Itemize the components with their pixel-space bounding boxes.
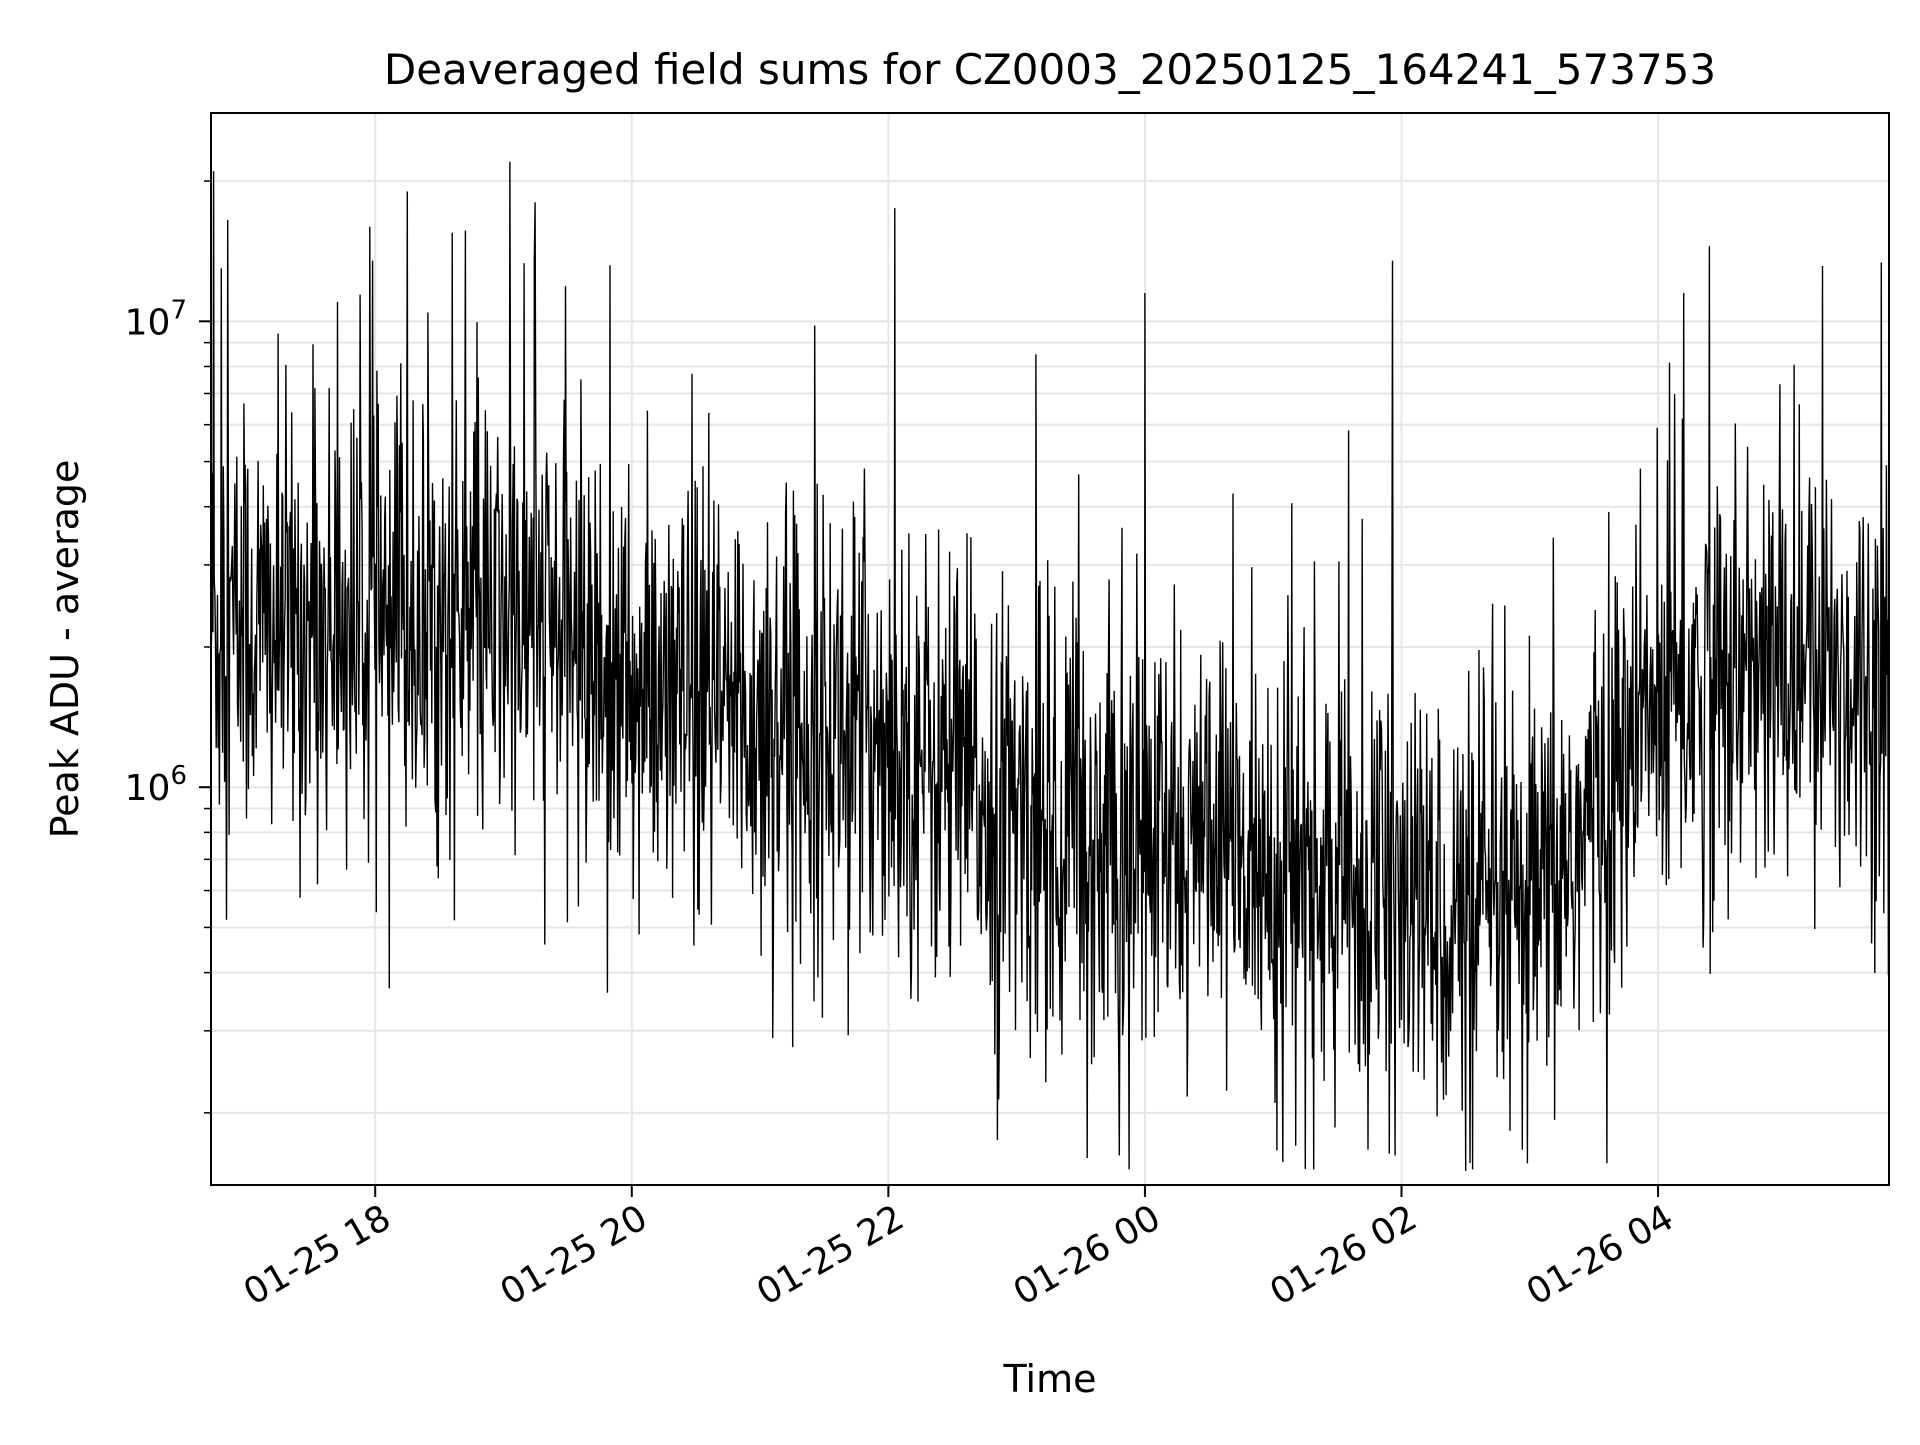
- x-tick-label: 01-25 22: [750, 1197, 911, 1313]
- x-tick-label: 01-25 20: [494, 1197, 655, 1313]
- x-tick-label: 01-26 04: [1520, 1197, 1681, 1313]
- series-line: [210, 161, 1890, 1172]
- chart-title: Deaveraged field sums for CZ0003_2025012…: [384, 45, 1716, 94]
- x-axis-label: Time: [1003, 1357, 1097, 1401]
- x-tick-label: 01-26 00: [1007, 1197, 1168, 1313]
- x-tick-label: 01-25 18: [237, 1197, 398, 1313]
- y-tick-label: 107: [125, 295, 187, 343]
- y-axis-label: Peak ADU - average: [43, 460, 87, 839]
- y-tick-label: 106: [125, 761, 187, 809]
- plot-frame: [210, 112, 1890, 1186]
- x-axis: 01-25 18 01-25 20 01-25 22 01-26 00 01-26 02…: [237, 1185, 1681, 1314]
- x-tick-label: 01-26 02: [1263, 1197, 1424, 1313]
- y-axis: 106 107: [125, 180, 211, 1114]
- data-area: [210, 161, 1890, 1172]
